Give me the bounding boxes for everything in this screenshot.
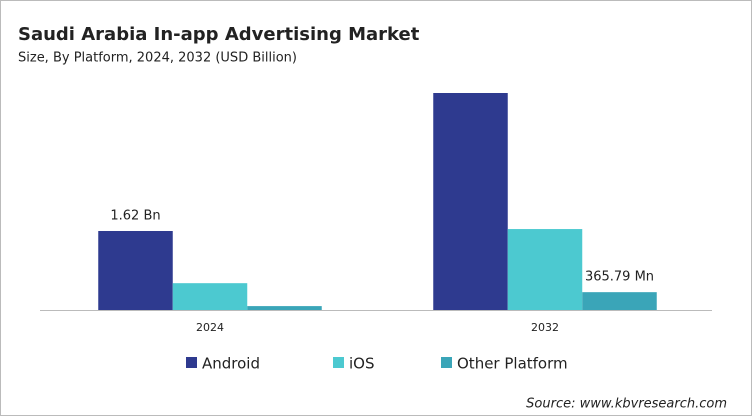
x-tick-label: 2032: [531, 321, 559, 334]
x-tick-label: 2024: [196, 321, 224, 334]
legend-swatch: [333, 357, 344, 368]
chart-title: Saudi Arabia In-app Advertising Market: [18, 24, 420, 45]
legend-label: iOS: [349, 355, 375, 373]
legend-label: Android: [202, 355, 260, 373]
chart-subtitle: Size, By Platform, 2024, 2032 (USD Billi…: [18, 51, 297, 66]
bar: [582, 292, 657, 310]
bar: [507, 229, 583, 310]
legend-label: Other Platform: [457, 355, 568, 373]
source: Source: www.kbvresearch.com: [526, 397, 727, 412]
bar: [247, 306, 322, 310]
bar: [98, 231, 173, 310]
value-label: 365.79 Mn: [585, 270, 654, 285]
value-label: 1.62 Bn: [110, 209, 160, 224]
legend-swatch: [441, 357, 452, 368]
bar: [172, 283, 248, 310]
bar: [433, 93, 508, 310]
legend-swatch: [186, 357, 197, 368]
